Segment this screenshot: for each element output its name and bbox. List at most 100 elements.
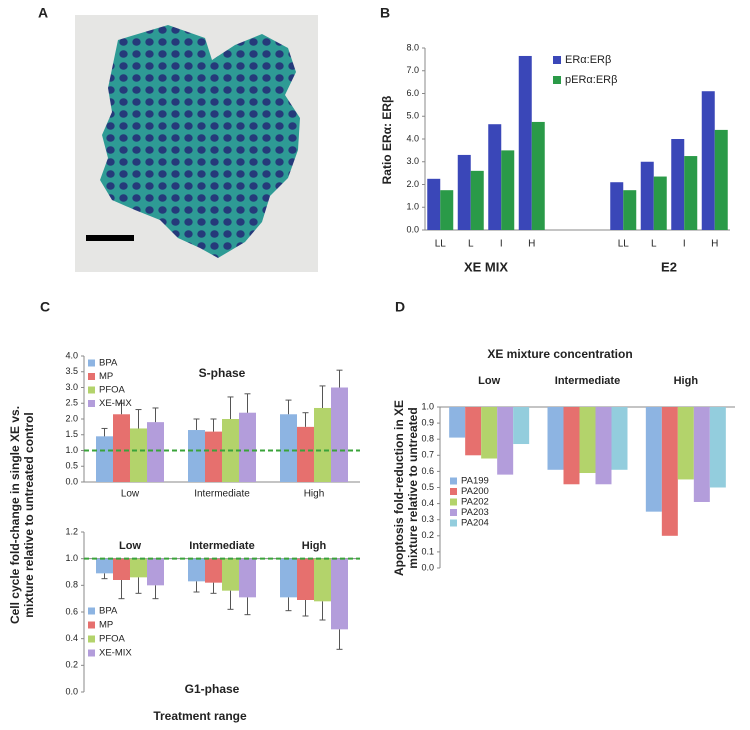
legend-swatch: [88, 386, 95, 394]
legend-swatch: [553, 56, 561, 64]
error-bar: [152, 407, 159, 423]
legend-label: PA202: [461, 497, 489, 508]
x-tick-label: LL: [435, 239, 447, 250]
error-bar: [244, 393, 251, 413]
legend-swatch: [450, 498, 457, 506]
bar: [684, 156, 698, 230]
legend-swatch: [88, 400, 95, 407]
legend-label: ERα:ERβ: [565, 54, 611, 66]
error-bar: [210, 582, 217, 594]
bar: [449, 407, 466, 438]
bar: [280, 414, 297, 482]
bar: [488, 124, 502, 230]
bar: [470, 170, 484, 230]
panel-label: B: [380, 5, 390, 21]
error-bar: [193, 581, 200, 593]
legend-swatch: [88, 635, 95, 643]
bar: [497, 407, 514, 475]
error-bar: [319, 601, 326, 621]
error-bar: [101, 573, 108, 580]
bar: [677, 407, 694, 480]
x-tick-label: Low: [478, 375, 500, 387]
bar: [645, 407, 662, 512]
y-tick-label: 3.5: [65, 366, 78, 376]
group-label: XE MIX: [464, 259, 508, 274]
bar: [188, 430, 205, 482]
y-tick-label: 0.9: [421, 417, 434, 427]
legend-swatch: [88, 649, 95, 657]
legend-label: PFOA: [99, 385, 126, 396]
bar: [147, 422, 164, 482]
bar: [239, 412, 256, 482]
x-axis-label: Treatment range: [153, 709, 247, 723]
bar: [113, 558, 130, 580]
legend-swatch: [88, 359, 95, 367]
bar: [579, 407, 596, 474]
legend-label: PA204: [461, 518, 489, 529]
y-tick-label: 5.0: [406, 111, 419, 121]
bar: [465, 407, 482, 456]
error-bar: [193, 418, 200, 431]
bar: [331, 387, 348, 482]
x-tick-label: LL: [618, 239, 630, 250]
error-bar: [244, 597, 251, 616]
bar: [531, 121, 545, 230]
y-tick-label: 0.0: [421, 562, 434, 572]
error-bar: [210, 418, 217, 432]
y-tick-label: 2.0: [65, 413, 78, 423]
y-tick-label: 1.0: [406, 202, 419, 212]
x-tick-label: Intermediate: [194, 489, 250, 500]
y-tick-label: 2.5: [65, 398, 78, 408]
bar: [701, 91, 715, 230]
error-bar: [118, 580, 125, 600]
bar: [205, 431, 222, 482]
legend-label: PA203: [461, 507, 489, 518]
error-bar: [101, 427, 108, 437]
x-tick-label: H: [711, 239, 718, 250]
y-tick-label: 3.0: [65, 382, 78, 392]
bar: [113, 414, 130, 482]
legend-label: PA200: [461, 486, 489, 497]
bar: [96, 558, 113, 574]
y-tick-label: 0.2: [421, 530, 434, 540]
y-tick-label: 6.0: [406, 88, 419, 98]
y-tick-label: 1.0: [421, 401, 434, 411]
x-tick-label: High: [304, 489, 325, 500]
bar: [640, 161, 654, 230]
error-bar: [285, 597, 292, 612]
x-tick-label: I: [683, 239, 686, 250]
legend-swatch: [450, 519, 457, 527]
legend-label: PA199: [461, 476, 489, 487]
legend-swatch: [450, 477, 457, 485]
x-tick-label: Low: [121, 489, 140, 500]
y-tick-label: 0.8: [421, 434, 434, 444]
y-axis-label: Ratio ERα: ERβ: [380, 96, 394, 185]
x-tick-label: Low: [119, 540, 141, 552]
bar: [623, 190, 637, 230]
bar: [709, 407, 726, 488]
x-tick-label: I: [500, 239, 503, 250]
bar: [440, 190, 454, 230]
x-tick-label: Intermediate: [189, 540, 254, 552]
bar: [457, 154, 471, 230]
legend-swatch: [450, 509, 457, 516]
legend-swatch: [553, 76, 561, 84]
x-tick-label: Intermediate: [555, 375, 620, 387]
y-tick-label: 0.4: [65, 633, 78, 643]
legend-swatch: [88, 373, 95, 380]
y-tick-label: 0.3: [421, 514, 434, 524]
y-tick-label: 0.0: [65, 476, 78, 486]
panel-label: C: [40, 299, 50, 315]
bar: [611, 407, 628, 470]
y-tick-label: 2.0: [406, 179, 419, 189]
bar: [147, 558, 164, 586]
bar: [188, 558, 205, 582]
error-bar: [285, 399, 292, 415]
micrograph: [75, 15, 318, 272]
y-tick-label: 1.0: [65, 553, 78, 563]
error-bar: [336, 629, 343, 650]
x-tick-label: L: [651, 239, 657, 250]
error-bar: [118, 402, 125, 415]
bar: [314, 407, 331, 482]
